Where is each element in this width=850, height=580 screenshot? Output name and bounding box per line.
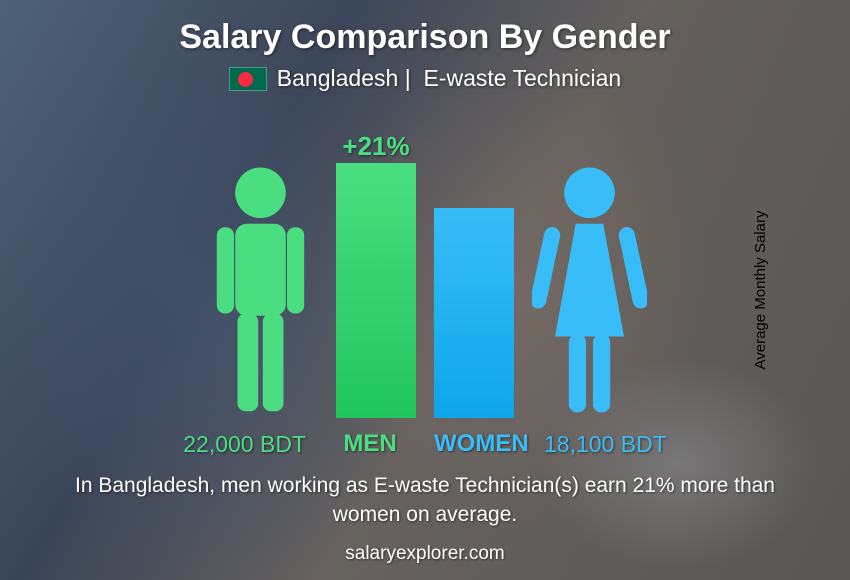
men-salary-value: 22,000 BDT <box>136 431 306 458</box>
job-title: E-waste Technician <box>423 65 621 91</box>
male-person-icon <box>203 163 318 418</box>
women-salary-bar <box>434 208 514 418</box>
labels-row: 22,000 BDT MEN WOMEN 18,100 BDT <box>30 430 820 458</box>
y-axis-label: Average Monthly Salary <box>752 211 769 370</box>
men-label: MEN <box>324 430 416 458</box>
bangladesh-flag-icon <box>229 67 267 91</box>
percent-difference-label: +21% <box>342 131 409 162</box>
description-text: In Bangladesh, men working as E-waste Te… <box>45 472 805 529</box>
chart-area: +21% <box>30 92 820 426</box>
main-title: Salary Comparison By Gender <box>179 18 670 57</box>
infographic-container: Salary Comparison By Gender Bangladesh |… <box>0 0 850 580</box>
women-label: WOMEN <box>434 430 526 458</box>
separator: | <box>405 65 411 91</box>
female-person-icon <box>532 163 647 418</box>
country-name: Bangladesh <box>277 65 399 91</box>
source-attribution: salaryexplorer.com <box>345 543 504 565</box>
men-salary-bar: +21% <box>336 163 416 418</box>
subtitle-text: Bangladesh | E-waste Technician <box>277 65 621 92</box>
subtitle-row: Bangladesh | E-waste Technician <box>229 65 621 92</box>
women-salary-value: 18,100 BDT <box>544 431 714 458</box>
